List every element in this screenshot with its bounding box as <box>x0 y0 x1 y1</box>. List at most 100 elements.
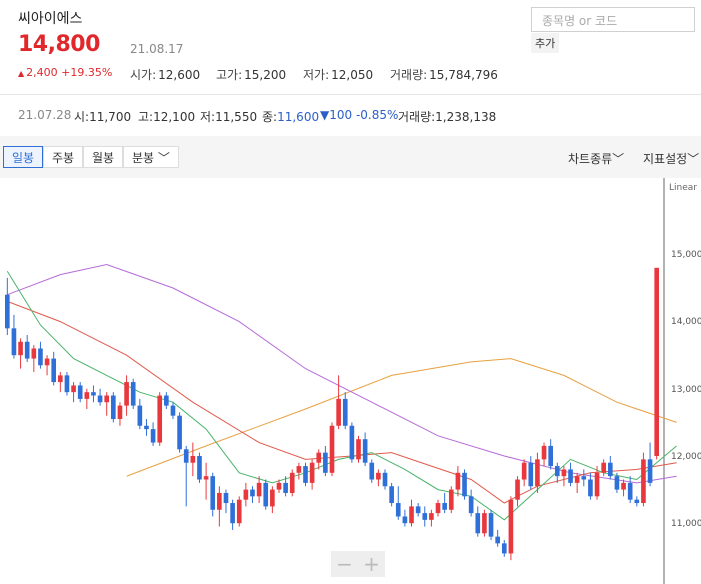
candle-body <box>111 395 116 420</box>
hover-open: 시:11,700 <box>74 110 132 124</box>
candle-body <box>435 503 441 514</box>
candle-body <box>243 489 249 500</box>
hover-change: ▼100 -0.85% <box>320 108 399 122</box>
candle-body <box>11 328 17 356</box>
candle-body <box>482 513 487 534</box>
candle-body <box>230 503 235 524</box>
candle-body <box>448 489 454 510</box>
candle-body <box>150 429 156 443</box>
candle-body <box>535 459 540 487</box>
candle-body <box>183 449 189 463</box>
candle-body <box>501 543 507 554</box>
candle-body <box>349 425 355 460</box>
candle-body <box>455 472 461 490</box>
candle-body <box>647 459 653 483</box>
volume-value: 15,784,796 <box>429 68 498 82</box>
tab-monthly[interactable]: 월봉 <box>83 146 124 168</box>
open-price: 시가: 12,600 <box>130 66 200 83</box>
candle-body <box>296 466 302 473</box>
candle-body <box>117 405 123 420</box>
candle-body <box>250 489 255 497</box>
candle-body <box>521 462 527 480</box>
open-value: 12,600 <box>158 68 201 82</box>
chart-type-menu[interactable]: 차트종류﹀ <box>568 152 625 166</box>
candle-body <box>236 499 242 524</box>
candle-body <box>197 456 202 480</box>
candle-body <box>581 476 587 480</box>
candle-body <box>303 466 308 483</box>
candle-body <box>607 462 613 477</box>
candle-body <box>654 267 660 456</box>
high-value: 15,200 <box>244 68 287 82</box>
candle-body <box>475 513 481 534</box>
add-button[interactable]: 추가 <box>531 33 560 53</box>
candle-body <box>462 472 467 497</box>
candle-body <box>422 513 428 520</box>
tab-daily[interactable]: 일봉 <box>3 146 44 168</box>
candle-body <box>402 516 408 524</box>
zoom-out-button[interactable]: − <box>336 552 353 576</box>
low-value: 12,050 <box>331 68 374 82</box>
hover-volume: 거래량:1,238,138 <box>398 110 497 124</box>
candle-body <box>468 496 474 514</box>
candle-body <box>263 482 269 507</box>
candle-body <box>309 462 315 483</box>
candle-body <box>256 482 262 497</box>
open-label: 시가: <box>130 68 157 82</box>
down-arrow-icon: ▼ <box>320 108 330 122</box>
tab-weekly[interactable]: 주봉 <box>43 146 84 168</box>
candle-body <box>177 415 182 450</box>
candle-body <box>58 375 63 383</box>
candle-body <box>541 445 547 460</box>
y-tick-label: 14,000 <box>671 317 701 327</box>
indicator-settings-menu[interactable]: 지표설정﹀ <box>643 152 700 166</box>
candle-body <box>38 348 43 366</box>
candle-body <box>137 405 143 426</box>
candle-body <box>342 398 348 426</box>
y-tick-label: 15,000 <box>671 250 701 260</box>
candle-body <box>289 472 295 493</box>
y-tick-label: 13,000 <box>671 385 701 395</box>
candle-body <box>641 459 646 504</box>
up-arrow-icon: ▲ <box>18 69 25 78</box>
stock-search-input[interactable] <box>540 9 694 32</box>
candle-body <box>157 395 163 443</box>
candle-body <box>554 466 560 477</box>
candle-body <box>316 452 322 463</box>
zoom-in-button[interactable]: + <box>363 552 380 576</box>
candle-body <box>217 492 222 510</box>
candle-body <box>276 482 282 490</box>
candle-body <box>634 499 640 504</box>
low-label: 저가: <box>303 68 330 82</box>
scale-label: Linear <box>669 183 697 193</box>
candle-body <box>574 476 580 483</box>
change-value: 2,400 +19.35% <box>26 66 113 79</box>
candle-body <box>409 506 414 524</box>
volume-label: 거래량: <box>390 68 428 82</box>
candle-body <box>362 439 368 463</box>
candle-body <box>104 395 110 403</box>
candle-body <box>588 479 593 497</box>
candle-body <box>594 472 600 497</box>
candle-body <box>51 358 57 383</box>
hover-low: 저:11,550 <box>200 110 258 124</box>
tab-minute[interactable]: 분봉 ﹀ <box>123 146 179 168</box>
volume: 거래량: 15,784,796 <box>390 66 498 83</box>
candlestick-chart[interactable] <box>0 178 701 584</box>
candle-body <box>31 348 37 359</box>
candle-body <box>190 456 196 463</box>
hover-close: 종:11,600 <box>262 110 320 124</box>
candle-body <box>415 506 421 514</box>
candle-body <box>91 392 96 396</box>
zoom-control: − + <box>331 551 385 577</box>
candle-body <box>130 382 136 406</box>
ma60-line <box>7 263 677 484</box>
candle-body <box>77 385 83 399</box>
candle-body <box>18 341 23 356</box>
candle-body <box>429 513 434 520</box>
candle-body <box>601 462 606 473</box>
stock-search-box[interactable] <box>531 7 695 32</box>
candle-body <box>203 476 209 480</box>
candle-body <box>395 503 401 517</box>
candle-body <box>84 392 90 399</box>
